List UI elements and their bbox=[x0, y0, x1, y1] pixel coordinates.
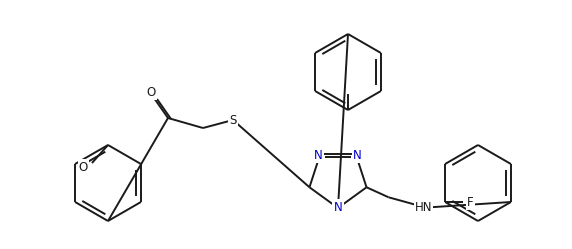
Text: F: F bbox=[467, 195, 474, 208]
Text: N: N bbox=[333, 200, 343, 213]
Text: N: N bbox=[314, 149, 323, 162]
Text: S: S bbox=[229, 114, 237, 126]
Text: N: N bbox=[353, 149, 362, 162]
Text: HN: HN bbox=[415, 201, 432, 214]
Text: O: O bbox=[146, 85, 156, 99]
Text: O: O bbox=[79, 161, 88, 174]
